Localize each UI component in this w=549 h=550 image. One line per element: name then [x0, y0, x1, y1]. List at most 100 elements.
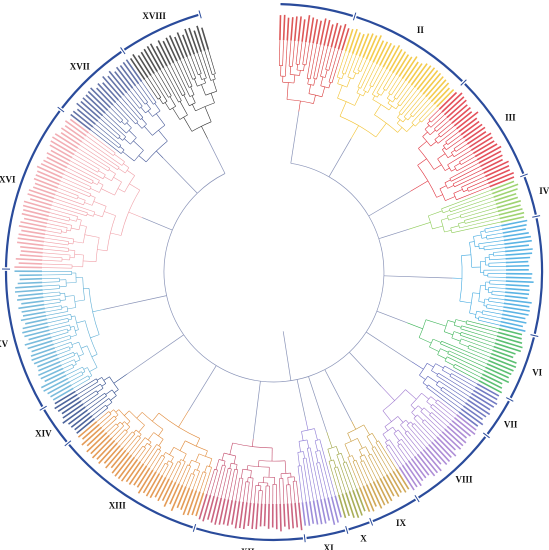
leaf-branch	[404, 432, 421, 453]
leaf-label-mark	[119, 65, 137, 87]
leaf-branch	[97, 120, 119, 139]
internal-node-arc	[72, 239, 75, 244]
leaf-label-mark	[430, 82, 450, 103]
leaf-label-mark	[165, 37, 178, 62]
internal-branch	[450, 225, 459, 229]
internal-branch	[298, 441, 301, 453]
internal-branch	[147, 432, 154, 441]
internal-branch	[363, 424, 370, 436]
internal-branch	[191, 95, 196, 103]
internal-branch	[385, 442, 388, 446]
clade-separator	[198, 10, 202, 19]
leaf-label-mark	[54, 390, 76, 405]
clade-separator	[414, 494, 420, 503]
internal-branch	[205, 450, 208, 457]
internal-node-arc	[135, 429, 142, 435]
leaf-label-mark	[81, 423, 100, 440]
leaf-branch	[484, 247, 505, 251]
internal-branch	[286, 82, 289, 100]
leaf-branch	[90, 129, 122, 154]
leaf-label-mark	[255, 503, 259, 530]
leaf-label-mark	[379, 477, 393, 502]
internal-branch	[122, 151, 135, 162]
internal-node-arc	[443, 145, 447, 150]
leaf-label-mark	[286, 17, 290, 41]
leaf-branch	[43, 241, 69, 246]
leaf-branch	[101, 415, 115, 428]
leaf-label-mark	[170, 484, 184, 512]
internal-node-arc	[459, 161, 462, 165]
leaf-label-mark	[444, 428, 464, 447]
leaf-branch	[449, 193, 493, 210]
leaf-branch	[42, 281, 60, 283]
leaf-branch	[200, 51, 211, 81]
leaf-branch	[488, 262, 506, 264]
leaf-branch	[398, 89, 418, 113]
internal-branch	[453, 331, 461, 335]
leaf-label-mark	[494, 342, 522, 353]
internal-branch	[68, 318, 72, 321]
leaf-branch	[60, 180, 92, 195]
leaf-label-mark	[456, 414, 477, 431]
leaf-label-mark	[382, 476, 395, 497]
leaf-branch	[77, 147, 110, 169]
leaf-label-mark	[413, 65, 432, 88]
leaf-label-mark	[242, 502, 248, 530]
internal-node-arc	[230, 462, 238, 465]
leaf-label-mark	[176, 486, 187, 509]
leaf-label-mark	[337, 23, 347, 50]
internal-branch	[117, 188, 125, 193]
leaf-label-mark	[60, 127, 83, 143]
internal-branch	[172, 107, 181, 120]
leaf-branch	[112, 104, 129, 122]
leaf-branch	[123, 94, 144, 118]
leaf-label-mark	[267, 503, 270, 529]
internal-node-arc	[108, 411, 112, 415]
internal-branch	[297, 452, 300, 466]
leaf-branch	[468, 345, 492, 354]
leaf-branch	[47, 223, 68, 228]
leaf-branch	[461, 207, 497, 219]
internal-node-arc	[483, 298, 486, 306]
leaf-branch	[286, 484, 288, 504]
internal-branch	[397, 416, 404, 423]
internal-node-arc	[191, 459, 201, 464]
internal-node-arc	[105, 405, 109, 409]
internal-branch	[384, 426, 389, 431]
internal-node-arc	[73, 295, 77, 308]
tree-branches	[41, 40, 507, 505]
internal-branch	[351, 455, 355, 461]
leaf-branch	[160, 69, 179, 103]
leaf-label-mark	[18, 262, 43, 265]
leaf-label-mark	[30, 347, 56, 357]
internal-node-arc	[234, 468, 238, 471]
internal-branch	[454, 162, 461, 167]
leaf-label-mark	[488, 359, 514, 372]
leaf-branch	[83, 138, 123, 166]
leaf-branch	[69, 374, 84, 383]
internal-branch	[71, 315, 75, 317]
internal-branch	[426, 363, 434, 368]
leaf-branch	[493, 251, 506, 253]
backbone-arc	[166, 295, 184, 335]
leaf-label-mark	[330, 496, 339, 523]
leaf-label-mark	[184, 28, 195, 55]
leaf-label-mark	[462, 123, 483, 139]
internal-branch	[76, 320, 86, 324]
leaf-branch	[196, 471, 204, 491]
leaf-label-mark	[76, 108, 96, 125]
leaf-label-mark	[18, 303, 45, 310]
leaf-branch	[455, 143, 468, 152]
leaf-branch	[52, 335, 70, 342]
internal-node-arc	[382, 426, 393, 435]
internal-branch	[223, 461, 226, 466]
leaf-branch	[64, 367, 74, 373]
leaf-label-mark	[338, 494, 347, 519]
leaf-branch	[43, 248, 69, 252]
leaf-branch	[44, 305, 62, 309]
leaf-label-mark	[115, 66, 134, 89]
internal-branch	[114, 154, 125, 163]
leaf-label-mark	[57, 397, 80, 412]
leaf-label-mark	[422, 72, 442, 95]
clade-arc	[4, 270, 44, 408]
